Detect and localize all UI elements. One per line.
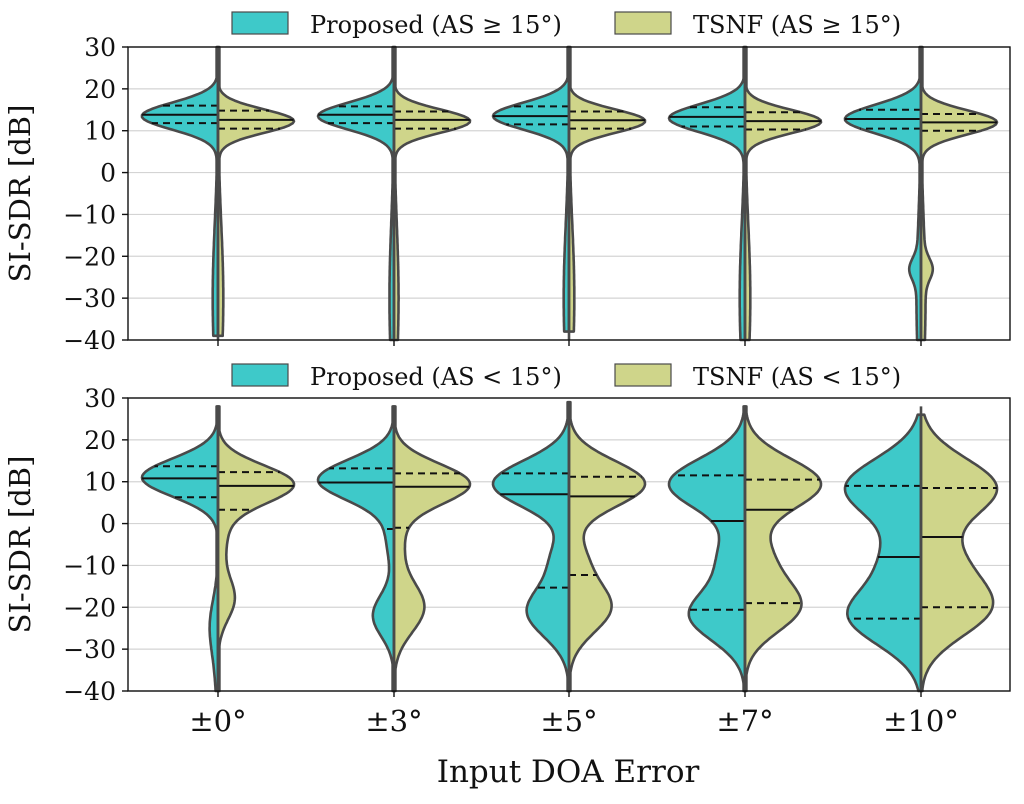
y-tick-label: 20 (84, 426, 116, 455)
violin-half (316, 45, 396, 342)
violin-half (491, 400, 571, 693)
y-tick-label: −40 (63, 677, 116, 706)
legend-label: TSNF (AS < 15°) (693, 363, 901, 391)
legend-label: Proposed (AS ≥ 15°) (310, 11, 562, 39)
x-tick-label: ±3° (365, 704, 422, 738)
violin-half (316, 405, 396, 693)
y-tick-label: −20 (63, 593, 116, 622)
violin-half (140, 405, 220, 693)
violin-half (667, 45, 747, 342)
y-tick-label: −20 (63, 242, 116, 271)
top-panel: 30 20 10 0 −10 −20 −30 −40 SI-SDR [dB] Proposed (… (3, 11, 1011, 355)
y-tick-label: 30 (84, 384, 116, 413)
violin-half (919, 45, 999, 342)
y-tick-label: 0 (100, 159, 116, 188)
x-tick-label: ±7° (716, 704, 773, 738)
x-axis-label: Input DOA Error (437, 754, 700, 790)
violin-half (392, 45, 472, 342)
y-tick-label: 10 (84, 117, 116, 146)
x-tick-label: ±5° (540, 704, 597, 738)
violin-half (843, 45, 923, 342)
legend-label: TSNF (AS ≥ 15°) (693, 11, 901, 39)
y-axis-label: SI-SDR [dB] (3, 105, 37, 283)
violin-half (491, 45, 571, 333)
legend-swatch (231, 11, 289, 35)
legend-swatch (614, 363, 672, 387)
violin-half (667, 405, 747, 693)
y-tick-label: −30 (63, 284, 116, 313)
legend-label: Proposed (AS < 15°) (310, 363, 562, 391)
y-axis-label: SI-SDR [dB] (3, 456, 37, 634)
violin-half (567, 400, 647, 693)
violin-half (567, 45, 647, 333)
y-tick-label: −10 (63, 200, 116, 229)
legend-swatch (231, 363, 289, 387)
y-tick-label: −30 (63, 635, 116, 664)
y-tick-label: 30 (84, 33, 116, 62)
violin-half (843, 413, 923, 693)
violin-half (216, 45, 296, 338)
y-tick-label: −40 (63, 326, 116, 355)
bottom-panel: 30 20 10 0 −10 −20 −30 −40 ±0° ±3° ±5° ±7° ±10° SI-SD… (3, 363, 1011, 738)
y-tick-label: 20 (84, 75, 116, 104)
violin-half (919, 413, 999, 693)
legend-swatch (614, 11, 672, 35)
x-tick-label: ±10° (883, 704, 959, 738)
x-tick-label: ±0° (189, 704, 246, 738)
violin-half (392, 405, 472, 693)
violin-half (140, 45, 220, 338)
y-tick-label: 0 (100, 510, 116, 539)
violin-half (743, 405, 823, 693)
y-tick-label: −10 (63, 551, 116, 580)
y-tick-label: 10 (84, 468, 116, 497)
violin-half (216, 405, 296, 693)
violin-half (743, 45, 823, 342)
